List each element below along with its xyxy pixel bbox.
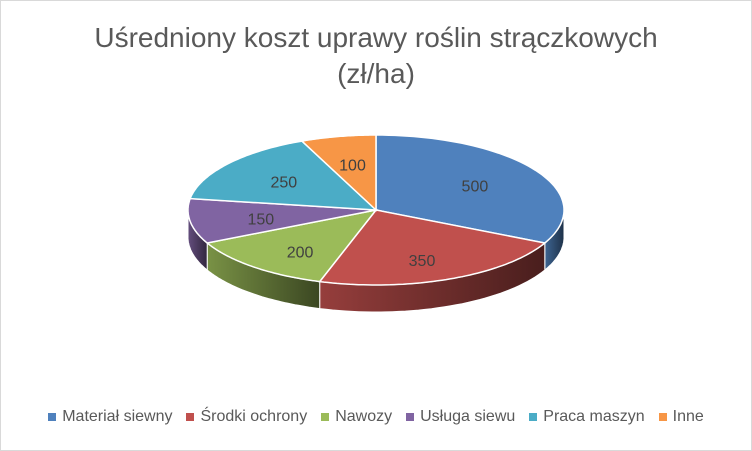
legend-item-1: Środki ochrony — [186, 408, 307, 426]
legend-item-5: Inne — [658, 408, 704, 426]
legend-item-0: Materiał siewny — [48, 408, 172, 426]
legend-label: Materiał siewny — [62, 408, 173, 425]
legend-swatch — [321, 413, 330, 421]
legend-swatch — [186, 413, 195, 421]
data-label-1: 350 — [409, 253, 436, 270]
pie-slice-0 — [375, 134, 565, 244]
legend-label: Praca maszyn — [543, 408, 645, 425]
data-label-5: 100 — [339, 158, 366, 175]
data-label-0: 500 — [462, 178, 489, 195]
legend-swatch — [529, 413, 538, 421]
chart-title: Uśredniony koszt uprawy roślin strączkow… — [0, 20, 752, 92]
legend-label: Usługa siewu — [420, 408, 516, 425]
legend-swatch — [658, 413, 667, 421]
pie-slice-5 — [300, 134, 377, 212]
legend-item-3: Usługa siewu — [406, 408, 515, 426]
legend-label: Środki ochrony — [200, 408, 308, 425]
legend-label: Inne — [672, 408, 704, 425]
data-label-4: 250 — [270, 175, 297, 192]
legend-label: Nawozy — [335, 408, 393, 425]
legend-item-4: Praca maszyn — [529, 408, 645, 426]
chart-title-line2: (zł/ha) — [337, 58, 415, 89]
data-label-2: 200 — [287, 244, 314, 261]
pie-slice-4 — [189, 140, 379, 211]
legend-item-2: Nawozy — [321, 408, 392, 426]
data-label-3: 150 — [247, 211, 274, 228]
chart-legend: Materiał siewny Środki ochrony Nawozy Usług… — [0, 408, 752, 426]
pie-slice-3 — [187, 197, 377, 244]
pie-slice-1 — [318, 209, 547, 286]
legend-swatch — [48, 413, 57, 421]
chart-title-line1: Uśredniony koszt uprawy roślin strączkow… — [94, 22, 658, 53]
legend-swatch — [406, 413, 415, 421]
pie-slice-2 — [205, 208, 378, 283]
